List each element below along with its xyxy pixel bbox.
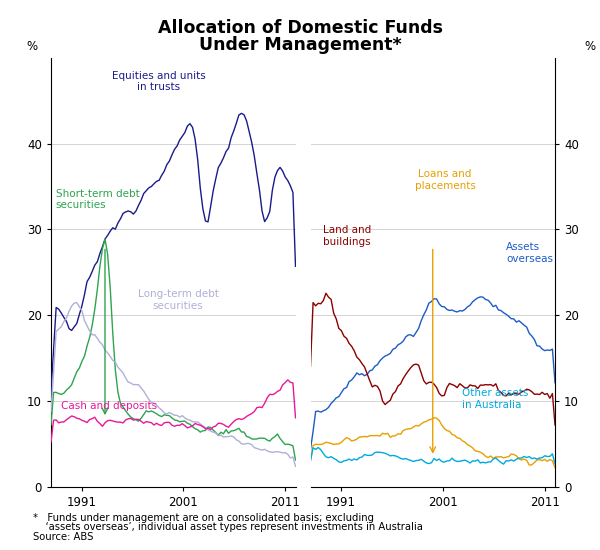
Text: Source: ABS: Source: ABS: [33, 532, 94, 542]
Text: %: %: [584, 41, 595, 53]
Text: Land and
buildings: Land and buildings: [323, 225, 371, 246]
Text: Loans and
placements: Loans and placements: [415, 169, 475, 191]
Text: %: %: [26, 41, 38, 53]
Text: ‘assets overseas’, individual asset types represent investments in Australia: ‘assets overseas’, individual asset type…: [33, 522, 423, 532]
Text: Short-term debt
securities: Short-term debt securities: [56, 189, 140, 210]
Text: Cash and deposits: Cash and deposits: [61, 401, 157, 411]
Text: Long-term debt
securities: Long-term debt securities: [138, 289, 218, 311]
Text: *   Funds under management are on a consolidated basis; excluding: * Funds under management are on a consol…: [33, 513, 374, 522]
Text: Equities and units
in trusts: Equities and units in trusts: [112, 70, 205, 92]
Text: Under Management*: Under Management*: [199, 36, 401, 54]
Text: Allocation of Domestic Funds: Allocation of Domestic Funds: [157, 19, 443, 37]
Text: Other assets
in Australia: Other assets in Australia: [462, 388, 529, 410]
Text: Assets
overseas: Assets overseas: [506, 242, 553, 264]
